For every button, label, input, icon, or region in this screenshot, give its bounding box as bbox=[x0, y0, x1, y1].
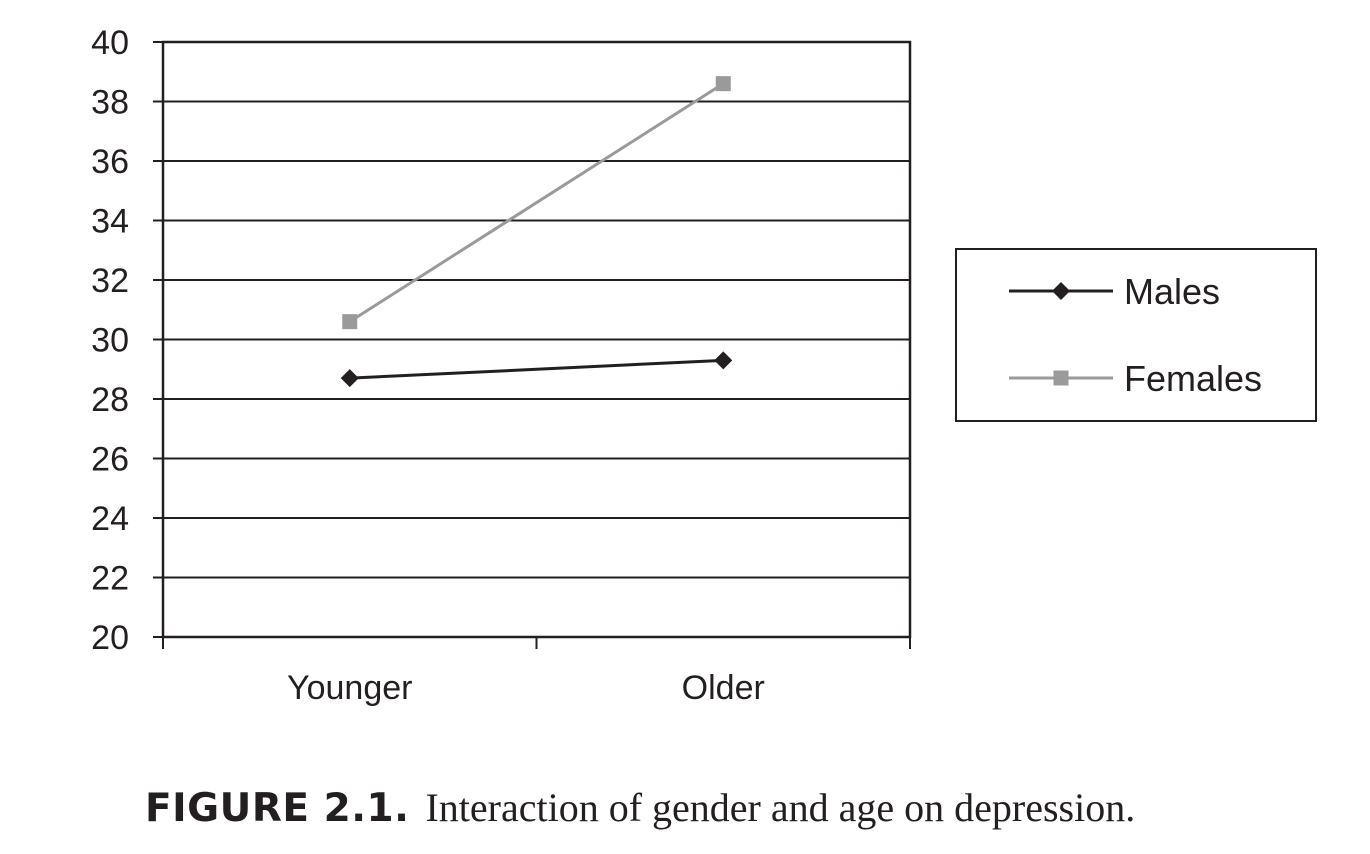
legend: Males Females bbox=[955, 248, 1317, 422]
line-chart: 20 22 24 26 28 30 32 34 36 38 40 Younger Older Male… bbox=[91, 24, 1317, 707]
females-data-point bbox=[715, 76, 731, 92]
y-tick-label: 20 bbox=[91, 619, 129, 657]
legend-males-marker bbox=[1052, 282, 1070, 300]
y-tick-label: 30 bbox=[91, 322, 129, 360]
males-data-point bbox=[340, 369, 359, 388]
y-tick-label: 32 bbox=[91, 262, 129, 300]
gridlines bbox=[163, 41, 910, 579]
males-series-line bbox=[349, 358, 724, 380]
y-tick-label: 34 bbox=[91, 203, 129, 241]
y-tick-label: 38 bbox=[91, 84, 129, 122]
caption-label: FIGURE 2.1. bbox=[145, 786, 410, 831]
males-data-point bbox=[714, 351, 733, 370]
females-series-line bbox=[348, 82, 725, 323]
y-tick-label: 26 bbox=[91, 441, 129, 479]
figure-caption: FIGURE 2.1. Interaction of gender and age… bbox=[145, 778, 1135, 847]
caption-text: Interaction of gender and age on depress… bbox=[425, 785, 1136, 830]
y-tick-label: 24 bbox=[91, 500, 129, 538]
y-axis: 20 22 24 26 28 30 32 34 36 38 40 bbox=[91, 24, 163, 657]
x-tick-label: Younger bbox=[287, 669, 412, 707]
y-tick-label: 36 bbox=[91, 143, 129, 181]
legend-box bbox=[955, 248, 1317, 422]
females-data-point bbox=[342, 314, 358, 330]
legend-males-label: Males bbox=[1124, 271, 1220, 312]
legend-females-marker bbox=[1053, 370, 1069, 386]
y-tick-label: 28 bbox=[91, 381, 129, 419]
x-axis: Younger Older bbox=[162, 637, 911, 707]
x-tick-label: Older bbox=[682, 669, 765, 707]
series-group bbox=[340, 76, 733, 388]
legend-females-label: Females bbox=[1124, 358, 1262, 399]
y-tick-label: 22 bbox=[91, 560, 129, 598]
y-tick-label: 40 bbox=[91, 24, 129, 62]
